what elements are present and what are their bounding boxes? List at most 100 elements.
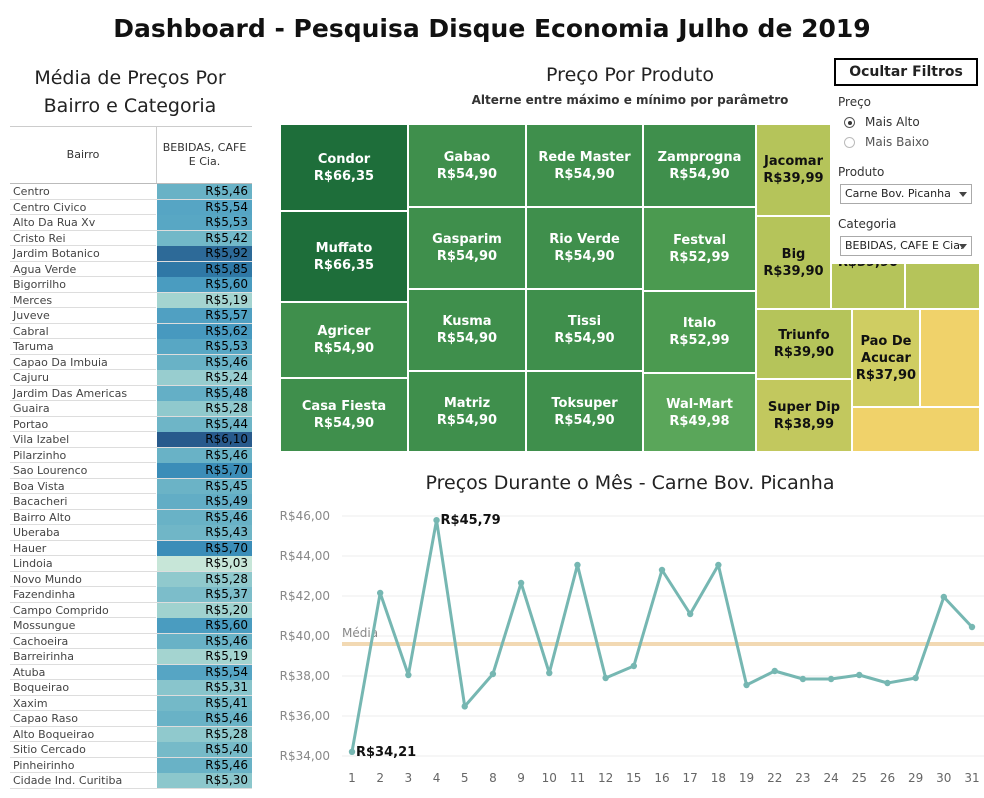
table-row[interactable]: Cabral R$5,62 [10,323,252,339]
average-price-cell[interactable]: R$5,19 [156,649,252,664]
average-price-cell[interactable]: R$5,46 [156,447,252,463]
table-row[interactable]: Jardim Das Americas R$5,48 [10,385,252,401]
table-row[interactable]: Boqueirao R$5,31 [10,680,252,696]
table-row[interactable]: Bacacheri R$5,49 [10,494,252,510]
average-price-cell[interactable]: R$5,20 [156,602,252,618]
radio-mais-alto[interactable] [844,117,855,128]
average-price-cell[interactable]: R$5,19 [156,292,252,308]
table-row[interactable]: Sao Lourenco R$5,70 [10,463,252,479]
treemap-tile[interactable]: Triunfo R$39,90 [756,309,852,379]
table-row[interactable]: Cachoeira R$5,46 [10,633,252,649]
treemap-tile[interactable]: Condor R$66,35 [280,124,408,211]
table-row[interactable]: Cidade Ind. Curitiba R$5,30 [10,773,252,789]
treemap-tile[interactable] [852,407,980,452]
treemap-tile[interactable]: Gabao R$54,90 [408,124,526,207]
table-row[interactable]: Taruma R$5,53 [10,339,252,355]
table-row[interactable]: Xaxim R$5,41 [10,695,252,711]
average-price-cell[interactable]: R$5,49 [156,494,252,509]
table-row[interactable]: Barreirinha R$5,19 [10,649,252,665]
table-row[interactable]: Merces R$5,19 [10,292,252,308]
average-price-cell[interactable]: R$5,45 [156,478,252,494]
average-price-cell[interactable]: R$5,54 [156,199,252,215]
average-price-cell[interactable]: R$5,48 [156,385,252,401]
table-row[interactable]: Portao R$5,44 [10,416,252,432]
table-row[interactable]: Capao Raso R$5,46 [10,711,252,727]
table-row[interactable]: Mossungue R$5,60 [10,618,252,634]
treemap-tile[interactable]: Pao De Acucar R$37,90 [852,309,920,407]
table-row[interactable]: Juveve R$5,57 [10,308,252,324]
radio-label-mais-alto[interactable]: Mais Alto [865,115,920,129]
table-row[interactable]: Bairro Alto R$5,46 [10,509,252,525]
average-price-cell[interactable]: R$5,60 [156,277,252,292]
average-price-cell[interactable]: R$5,46 [156,711,252,726]
table-row[interactable]: Lindoia R$5,03 [10,556,252,572]
treemap-tile[interactable]: Gasparim R$54,90 [408,207,526,289]
table-row[interactable]: Cajuru R$5,24 [10,370,252,386]
average-price-cell[interactable]: R$5,03 [156,556,252,571]
column-header-bairro[interactable]: Bairro [66,148,100,161]
category-dropdown[interactable]: BEBIDAS, CAFE E Cia. [840,236,972,256]
treemap-tile[interactable]: Matriz R$54,90 [408,371,526,452]
average-price-cell[interactable]: R$5,46 [156,354,252,370]
average-price-cell[interactable]: R$5,44 [156,416,252,432]
table-row[interactable]: Centro Civico R$5,54 [10,199,252,215]
treemap-tile[interactable]: Tissi R$54,90 [526,289,643,371]
table-row[interactable]: Agua Verde R$5,85 [10,261,252,277]
table-row[interactable]: Guaira R$5,28 [10,401,252,417]
treemap-tile[interactable]: Zamprogna R$54,90 [643,124,756,207]
average-price-cell[interactable]: R$5,70 [156,463,252,478]
treemap-tile[interactable]: Muffato R$66,35 [280,211,408,302]
average-price-cell[interactable]: R$5,62 [156,323,252,339]
average-price-cell[interactable]: R$5,40 [156,742,252,757]
table-row[interactable]: Atuba R$5,54 [10,664,252,680]
table-row[interactable]: Pinheirinho R$5,46 [10,757,252,773]
average-price-cell[interactable]: R$5,60 [156,618,252,633]
average-price-cell[interactable]: R$5,57 [156,308,252,323]
table-row[interactable]: Cristo Rei R$5,42 [10,230,252,246]
average-price-cell[interactable]: R$6,10 [156,432,252,447]
table-row[interactable]: Sitio Cercado R$5,40 [10,742,252,758]
hide-filters-button[interactable]: Ocultar Filtros [834,58,978,86]
table-row[interactable]: Capao Da Imbuia R$5,46 [10,354,252,370]
average-price-cell[interactable]: R$5,24 [156,370,252,385]
average-price-cell[interactable]: R$5,46 [156,757,252,773]
average-price-cell[interactable]: R$5,46 [156,509,252,525]
average-price-cell[interactable]: R$5,46 [156,633,252,649]
product-dropdown[interactable]: Carne Bov. Picanha [840,184,972,204]
treemap-tile[interactable]: Jacomar R$39,99 [756,124,831,216]
treemap-tile[interactable]: Festval R$52,99 [643,207,756,291]
average-price-cell[interactable]: R$5,70 [156,540,252,556]
table-row[interactable]: Campo Comprido R$5,20 [10,602,252,618]
treemap-tile[interactable]: Rede Master R$54,90 [526,124,643,207]
table-row[interactable]: Boa Vista R$5,45 [10,478,252,494]
treemap-tile[interactable]: Super Dip R$38,99 [756,379,852,452]
table-row[interactable]: Alto Boqueirao R$5,28 [10,726,252,742]
treemap-tile[interactable]: Italo R$52,99 [643,291,756,373]
table-row[interactable]: Novo Mundo R$5,28 [10,571,252,587]
treemap-tile[interactable]: Wal-Mart R$49,98 [643,373,756,452]
treemap-tile[interactable] [920,309,980,407]
table-row[interactable]: Pilarzinho R$5,46 [10,447,252,463]
average-price-cell[interactable]: R$5,28 [156,726,252,742]
average-price-cell[interactable]: R$5,28 [156,571,252,587]
average-price-cell[interactable]: R$5,42 [156,230,252,246]
treemap-tile[interactable]: Rio Verde R$54,90 [526,207,643,289]
treemap-tile[interactable]: Agricer R$54,90 [280,302,408,378]
table-row[interactable]: Bigorrilho R$5,60 [10,277,252,293]
average-price-cell[interactable]: R$5,41 [156,695,252,711]
average-price-cell[interactable]: R$5,30 [156,773,252,788]
table-row[interactable]: Hauer R$5,70 [10,540,252,556]
table-row[interactable]: Vila Izabel R$6,10 [10,432,252,448]
average-price-cell[interactable]: R$5,28 [156,401,252,416]
average-price-cell[interactable]: R$5,54 [156,664,252,680]
average-price-cell[interactable]: R$5,37 [156,587,252,602]
column-header-category[interactable]: BEBIDAS, CAFE E Cia. [156,127,252,183]
average-price-cell[interactable]: R$5,53 [156,339,252,354]
average-price-cell[interactable]: R$5,31 [156,680,252,695]
table-row[interactable]: Alto Da Rua Xv R$5,53 [10,215,252,231]
treemap-tile[interactable]: Toksuper R$54,90 [526,371,643,452]
table-row[interactable]: Jardim Botanico R$5,92 [10,246,252,262]
table-row[interactable]: Centro R$5,46 [10,184,252,200]
average-price-cell[interactable]: R$5,53 [156,215,252,230]
table-row[interactable]: Uberaba R$5,43 [10,525,252,541]
